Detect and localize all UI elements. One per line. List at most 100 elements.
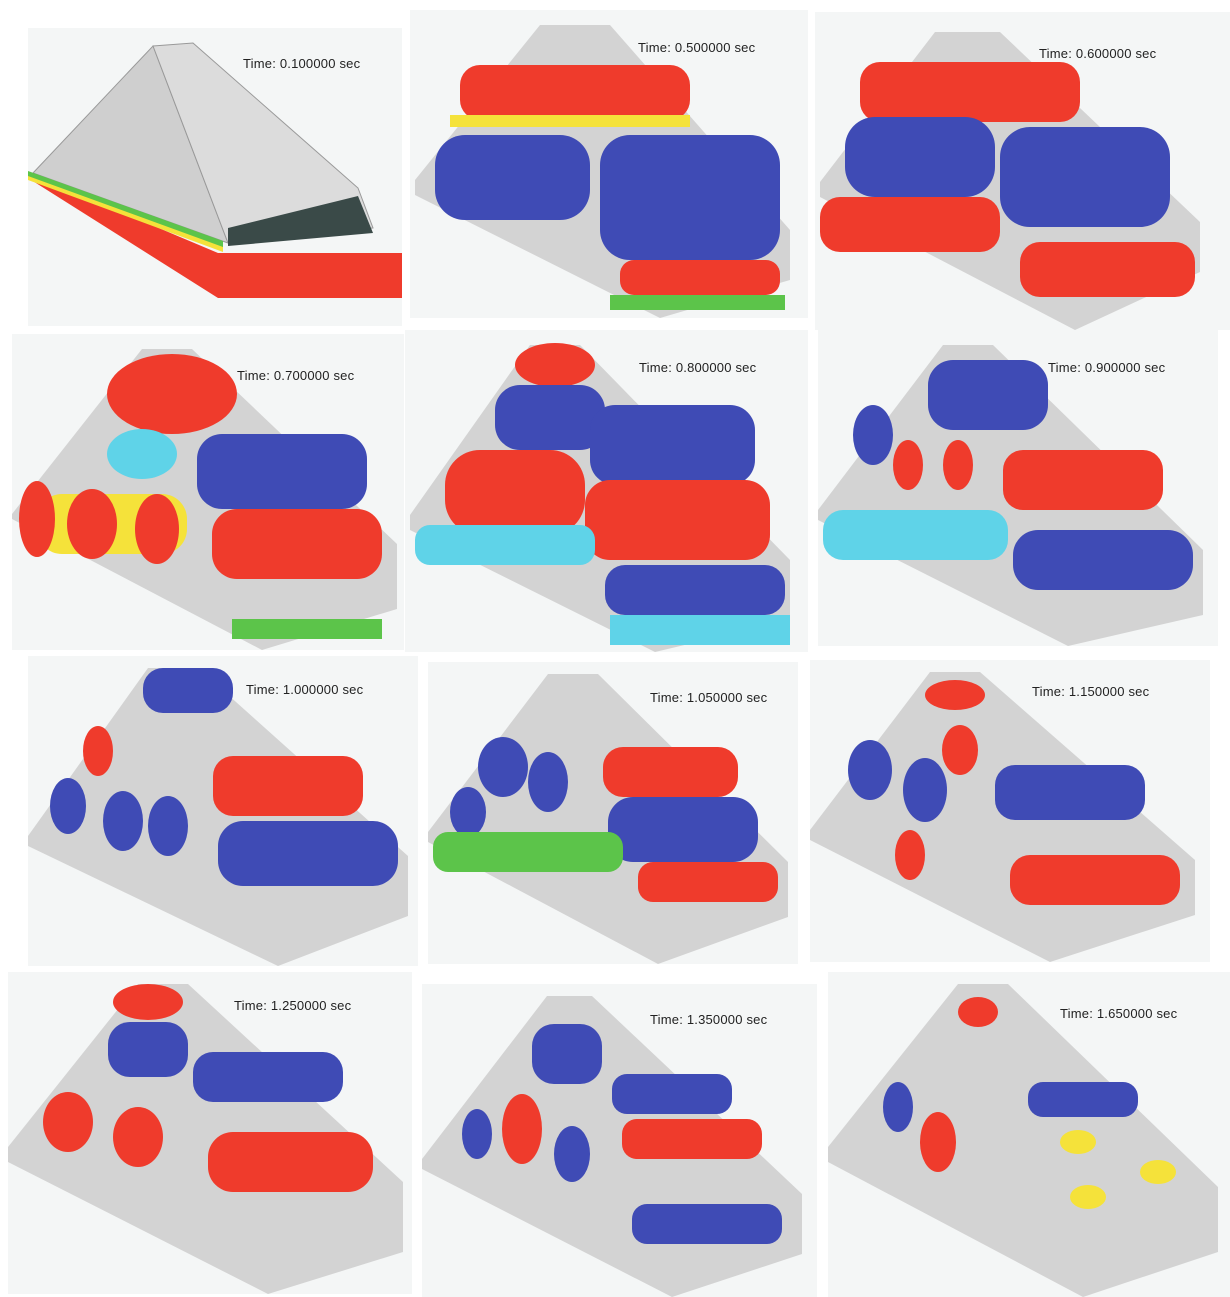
mesh-body bbox=[8, 984, 403, 1294]
green-band bbox=[28, 171, 223, 247]
blob-red-left bbox=[445, 450, 585, 535]
band-yellow bbox=[450, 115, 690, 127]
band-green bbox=[232, 619, 382, 639]
blob-blue-2 bbox=[528, 752, 568, 812]
band-red-top bbox=[460, 65, 690, 120]
mesh-render bbox=[810, 672, 1195, 962]
time-label: Time: 1.150000 sec bbox=[1032, 684, 1150, 699]
blob-yellow-1 bbox=[1060, 1130, 1096, 1154]
time-label: Time: 0.100000 sec bbox=[243, 56, 361, 71]
time-label: Time: 0.500000 sec bbox=[638, 40, 756, 55]
time-label: Time: 0.600000 sec bbox=[1039, 46, 1157, 61]
blob-cyan bbox=[107, 429, 177, 479]
time-label: Time: 1.250000 sec bbox=[234, 998, 352, 1013]
band-red-top bbox=[860, 62, 1080, 122]
blob-blue-left bbox=[495, 385, 605, 450]
band-red-left bbox=[820, 197, 1000, 252]
blob-blue-left bbox=[845, 117, 995, 197]
blob-blue-left bbox=[853, 405, 893, 465]
simulation-panel-12: Time: 1.650000 sec bbox=[828, 972, 1230, 1297]
time-label: Time: 1.650000 sec bbox=[1060, 1006, 1178, 1021]
blob-blue-left bbox=[435, 135, 590, 220]
mesh-render bbox=[28, 42, 402, 298]
blob-blue-3 bbox=[450, 787, 486, 837]
blob-yellow-2 bbox=[1140, 1160, 1176, 1184]
simulation-panel-10: Time: 1.250000 sec bbox=[8, 972, 412, 1294]
band-red-bottom bbox=[1020, 242, 1195, 297]
band-blue-right bbox=[1028, 1082, 1138, 1117]
blob-blue-2 bbox=[103, 791, 143, 851]
band-blue-bottom bbox=[1013, 530, 1193, 590]
blob-red-1 bbox=[893, 440, 923, 490]
blob-blue-top bbox=[532, 1024, 602, 1084]
blob-red-1 bbox=[942, 725, 978, 775]
band-red-bottom bbox=[208, 1132, 373, 1192]
mesh-body bbox=[810, 672, 1195, 962]
band-red-bottom bbox=[1010, 855, 1180, 905]
blob-blue-1 bbox=[50, 778, 86, 834]
base-slab bbox=[28, 173, 402, 298]
blob-blue bbox=[197, 434, 367, 509]
blob-red-mid bbox=[67, 489, 117, 559]
band-cyan bbox=[823, 510, 1008, 560]
blob-blue-left bbox=[108, 1022, 188, 1077]
mesh-render bbox=[818, 345, 1203, 646]
band-red-right bbox=[622, 1119, 762, 1159]
simulation-panel-4: Time: 0.700000 sec bbox=[12, 334, 404, 650]
blob-blue-top bbox=[928, 360, 1048, 430]
band-red-bottom bbox=[638, 862, 778, 902]
blob-blue-2 bbox=[903, 758, 947, 822]
simulation-panel-3: Time: 0.600000 sec bbox=[815, 12, 1230, 330]
time-label: Time: 0.900000 sec bbox=[1048, 360, 1166, 375]
blob-red-top bbox=[958, 997, 998, 1027]
band-red-bottom bbox=[585, 480, 770, 560]
right-face bbox=[152, 42, 374, 244]
blob-blue-top bbox=[143, 668, 233, 713]
mesh-render bbox=[828, 984, 1218, 1297]
mesh-render bbox=[410, 343, 790, 652]
blob-blue-2 bbox=[554, 1126, 590, 1182]
simulation-panel-11: Time: 1.350000 sec bbox=[422, 984, 817, 1297]
mesh-render bbox=[428, 674, 788, 964]
blob-red-top bbox=[515, 343, 595, 387]
band-blue-bottom bbox=[632, 1204, 782, 1244]
mesh-render bbox=[8, 984, 403, 1294]
mesh-body bbox=[828, 984, 1218, 1297]
mesh-render bbox=[12, 349, 397, 650]
band-blue-bottom bbox=[218, 821, 398, 886]
blob-red-1 bbox=[920, 1112, 956, 1172]
band-red-bottom bbox=[620, 260, 780, 295]
simulation-panel-7: Time: 1.000000 sec bbox=[28, 656, 418, 966]
band-green bbox=[433, 832, 623, 872]
blob-blue-3 bbox=[148, 796, 188, 856]
blob-blue-1 bbox=[883, 1082, 913, 1132]
band-red-right bbox=[603, 747, 738, 797]
dark-band bbox=[228, 196, 373, 246]
blob-red-left bbox=[19, 481, 55, 557]
band-red-right bbox=[1003, 450, 1163, 510]
blob-blue-right bbox=[600, 135, 780, 260]
simulation-panel-1: Time: 0.100000 sec bbox=[28, 28, 402, 326]
band-red-right bbox=[213, 756, 363, 816]
band-blue-right bbox=[612, 1074, 732, 1114]
blob-blue-right bbox=[1000, 127, 1170, 227]
band-blue-right bbox=[995, 765, 1145, 820]
mesh-render bbox=[820, 32, 1200, 330]
blob-red-1 bbox=[43, 1092, 93, 1152]
simulation-panel-2: Time: 0.500000 sec bbox=[410, 10, 808, 318]
band-blue-right bbox=[193, 1052, 343, 1102]
simulation-panel-9: Time: 1.150000 sec bbox=[810, 660, 1210, 962]
blob-red-top bbox=[107, 354, 237, 434]
mesh-body bbox=[28, 668, 408, 966]
blob-red-right bbox=[135, 494, 179, 564]
mesh-render bbox=[422, 996, 802, 1297]
yellow-band bbox=[28, 175, 223, 252]
band-cyan bbox=[415, 525, 595, 565]
time-label: Time: 0.700000 sec bbox=[237, 368, 355, 383]
mesh-render bbox=[28, 668, 408, 966]
blob-blue-1 bbox=[848, 740, 892, 800]
time-label: Time: 0.800000 sec bbox=[639, 360, 757, 375]
blob-blue-right bbox=[590, 405, 755, 485]
simulation-panel-6: Time: 0.900000 sec bbox=[818, 330, 1218, 646]
blob-red-2 bbox=[943, 440, 973, 490]
